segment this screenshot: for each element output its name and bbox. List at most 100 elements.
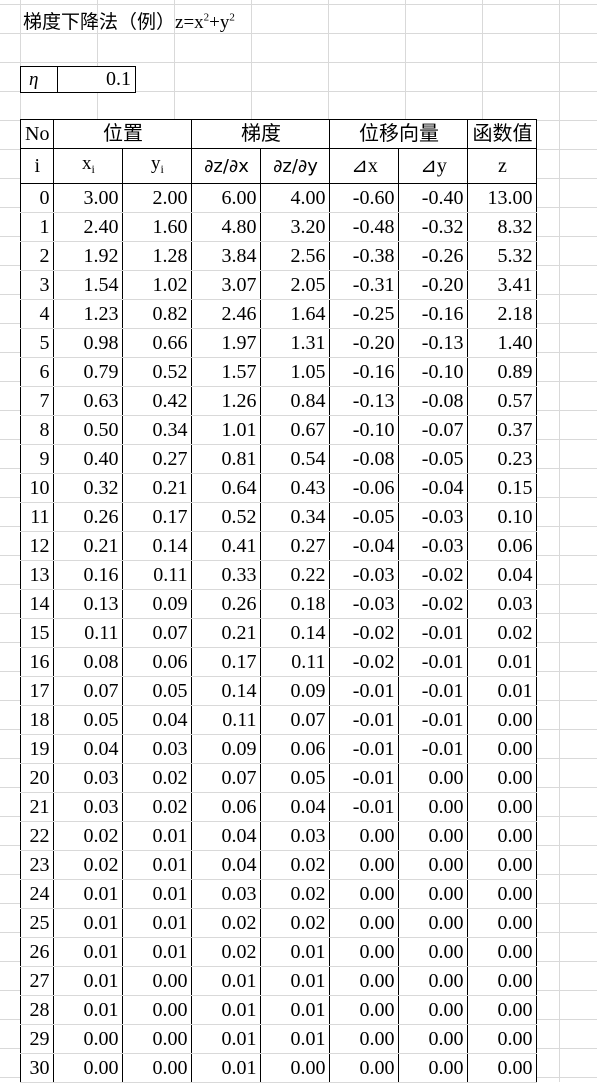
cell-x[interactable]: 0.02 <box>53 821 124 851</box>
cell-dz-dx[interactable]: 0.52 <box>191 502 262 532</box>
cell-delta-x[interactable]: -0.03 <box>329 560 400 590</box>
cell-y[interactable]: 0.02 <box>122 763 193 793</box>
cell-delta-y[interactable]: -0.07 <box>398 415 469 445</box>
cell-i[interactable]: 21 <box>19 792 55 822</box>
cell-i[interactable]: 14 <box>19 589 55 619</box>
cell-x[interactable]: 0.63 <box>53 386 124 416</box>
cell-dz-dy[interactable]: 0.22 <box>260 560 331 590</box>
cell-delta-y[interactable]: 0.00 <box>398 821 469 851</box>
cell-dz-dy[interactable]: 0.54 <box>260 444 331 474</box>
cell-delta-x[interactable]: -0.48 <box>329 212 400 242</box>
cell-dz-dy[interactable]: 0.02 <box>260 850 331 880</box>
cell-dz-dy[interactable]: 2.05 <box>260 270 331 300</box>
cell-i[interactable]: 0 <box>19 183 55 213</box>
cell-y[interactable]: 0.00 <box>122 995 193 1025</box>
cell-i[interactable]: 8 <box>19 415 55 445</box>
cell-z[interactable]: 13.00 <box>467 183 538 213</box>
cell-x[interactable]: 0.02 <box>53 850 124 880</box>
cell-dz-dx[interactable]: 0.03 <box>191 879 262 909</box>
cell-z[interactable]: 2.18 <box>467 299 538 329</box>
cell-delta-x[interactable]: -0.01 <box>329 734 400 764</box>
cell-delta-x[interactable]: -0.08 <box>329 444 400 474</box>
cell-dz-dy[interactable]: 0.67 <box>260 415 331 445</box>
cell-y[interactable]: 0.00 <box>122 966 193 996</box>
cell-z[interactable]: 0.00 <box>467 966 538 996</box>
cell-i[interactable]: 4 <box>19 299 55 329</box>
cell-x[interactable]: 1.92 <box>53 241 124 271</box>
cell-z[interactable]: 0.00 <box>467 1053 538 1083</box>
cell-delta-x[interactable]: 0.00 <box>329 966 400 996</box>
cell-i[interactable]: 11 <box>19 502 55 532</box>
cell-dz-dx[interactable]: 0.01 <box>191 966 262 996</box>
cell-y[interactable]: 0.01 <box>122 908 193 938</box>
cell-y[interactable]: 0.06 <box>122 647 193 677</box>
cell-x[interactable]: 1.54 <box>53 270 124 300</box>
cell-delta-y[interactable]: 0.00 <box>398 763 469 793</box>
cell-y[interactable]: 0.11 <box>122 560 193 590</box>
cell-y[interactable]: 0.09 <box>122 589 193 619</box>
cell-dz-dy[interactable]: 1.64 <box>260 299 331 329</box>
cell-dz-dy[interactable]: 0.27 <box>260 531 331 561</box>
cell-z[interactable]: 0.04 <box>467 560 538 590</box>
cell-delta-x[interactable]: 0.00 <box>329 1024 400 1054</box>
cell-delta-y[interactable]: -0.03 <box>398 502 469 532</box>
cell-dz-dx[interactable]: 0.01 <box>191 1024 262 1054</box>
cell-y[interactable]: 1.28 <box>122 241 193 271</box>
cell-y[interactable]: 0.82 <box>122 299 193 329</box>
cell-dz-dy[interactable]: 1.05 <box>260 357 331 387</box>
cell-z[interactable]: 0.37 <box>467 415 538 445</box>
cell-z[interactable]: 0.00 <box>467 705 538 735</box>
header-delta-y[interactable]: ⊿y <box>398 148 469 184</box>
cell-x[interactable]: 1.23 <box>53 299 124 329</box>
cell-z[interactable]: 0.00 <box>467 995 538 1025</box>
cell-delta-x[interactable]: -0.20 <box>329 328 400 358</box>
header-delta-x[interactable]: ⊿x <box>329 148 400 184</box>
cell-y[interactable]: 0.21 <box>122 473 193 503</box>
cell-z[interactable]: 0.02 <box>467 618 538 648</box>
cell-delta-y[interactable]: -0.40 <box>398 183 469 213</box>
cell-z[interactable]: 0.00 <box>467 734 538 764</box>
cell-dz-dx[interactable]: 0.21 <box>191 618 262 648</box>
cell-dz-dy[interactable]: 0.00 <box>260 1053 331 1083</box>
cell-dz-dx[interactable]: 0.02 <box>191 937 262 967</box>
cell-dz-dx[interactable]: 1.97 <box>191 328 262 358</box>
header-gradient[interactable]: 梯度 <box>191 119 331 149</box>
cell-delta-y[interactable]: 0.00 <box>398 1024 469 1054</box>
cell-dz-dx[interactable]: 1.26 <box>191 386 262 416</box>
cell-dz-dy[interactable]: 0.06 <box>260 734 331 764</box>
cell-delta-y[interactable]: 0.00 <box>398 908 469 938</box>
cell-dz-dx[interactable]: 0.02 <box>191 908 262 938</box>
cell-delta-y[interactable]: -0.20 <box>398 270 469 300</box>
cell-delta-x[interactable]: -0.06 <box>329 473 400 503</box>
cell-i[interactable]: 10 <box>19 473 55 503</box>
cell-delta-x[interactable]: -0.05 <box>329 502 400 532</box>
cell-delta-x[interactable]: -0.01 <box>329 763 400 793</box>
cell-dz-dy[interactable]: 0.05 <box>260 763 331 793</box>
cell-y[interactable]: 0.05 <box>122 676 193 706</box>
cell-dz-dy[interactable]: 0.03 <box>260 821 331 851</box>
cell-delta-y[interactable]: -0.26 <box>398 241 469 271</box>
cell-i[interactable]: 7 <box>19 386 55 416</box>
cell-x[interactable]: 0.07 <box>53 676 124 706</box>
cell-y[interactable]: 0.01 <box>122 850 193 880</box>
cell-dz-dy[interactable]: 4.00 <box>260 183 331 213</box>
cell-delta-x[interactable]: -0.38 <box>329 241 400 271</box>
cell-delta-y[interactable]: 0.00 <box>398 1053 469 1083</box>
header-no[interactable]: No <box>19 119 55 149</box>
cell-dz-dy[interactable]: 0.01 <box>260 937 331 967</box>
cell-y[interactable]: 0.01 <box>122 937 193 967</box>
cell-x[interactable]: 0.01 <box>53 995 124 1025</box>
cell-y[interactable]: 0.00 <box>122 1053 193 1083</box>
cell-z[interactable]: 0.03 <box>467 589 538 619</box>
cell-dz-dy[interactable]: 0.14 <box>260 618 331 648</box>
cell-i[interactable]: 2 <box>19 241 55 271</box>
cell-y[interactable]: 1.60 <box>122 212 193 242</box>
cell-dz-dx[interactable]: 0.41 <box>191 531 262 561</box>
cell-dz-dx[interactable]: 0.11 <box>191 705 262 735</box>
cell-i[interactable]: 3 <box>19 270 55 300</box>
cell-i[interactable]: 1 <box>19 212 55 242</box>
cell-dz-dx[interactable]: 2.46 <box>191 299 262 329</box>
cell-z[interactable]: 0.00 <box>467 850 538 880</box>
cell-delta-y[interactable]: 0.00 <box>398 792 469 822</box>
cell-i[interactable]: 15 <box>19 618 55 648</box>
